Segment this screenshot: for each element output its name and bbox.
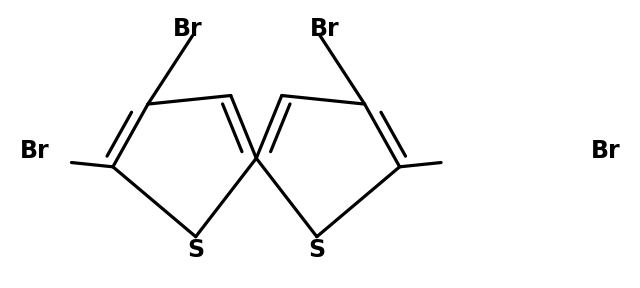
Text: Br: Br [20,139,49,163]
Text: Br: Br [591,139,620,163]
Text: S: S [187,238,204,262]
Text: S: S [308,238,325,262]
Text: Br: Br [310,17,340,41]
Text: Br: Br [173,17,202,41]
